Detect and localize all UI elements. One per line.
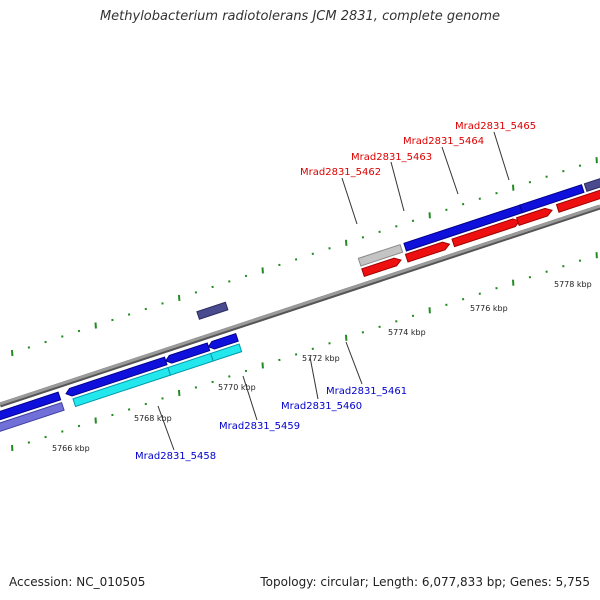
gene-red-4[interactable] bbox=[451, 217, 521, 248]
gene-reverse-3[interactable] bbox=[164, 342, 211, 365]
gene-mrad2831-5462[interactable] bbox=[361, 256, 402, 278]
ruler-label: 5776 kbp bbox=[470, 304, 508, 313]
gene-mrad2831-5464[interactable] bbox=[519, 184, 585, 214]
gene-mrad2831-5458[interactable] bbox=[0, 391, 62, 424]
gene-label-bottom[interactable]: Mrad2831_5459 bbox=[219, 421, 300, 432]
gene-mrad2831-5461[interactable] bbox=[210, 343, 243, 362]
tick-marks bbox=[11, 157, 598, 452]
gene-label-top[interactable]: Mrad2831_5464 bbox=[403, 136, 484, 147]
leader-line bbox=[390, 161, 405, 212]
ruler-label: 5772 kbp bbox=[302, 354, 340, 363]
gene-label-bottom[interactable]: Mrad2831_5460 bbox=[281, 401, 362, 412]
ruler-label: 5768 kbp bbox=[134, 414, 172, 423]
gene-red-6[interactable] bbox=[555, 178, 600, 213]
ruler-label: 5774 kbp bbox=[388, 328, 426, 337]
gene-mrad2831-5465[interactable] bbox=[515, 206, 554, 226]
leader-line bbox=[309, 356, 319, 400]
leader-line bbox=[345, 341, 363, 385]
gene-label-bottom[interactable]: Mrad2831_5461 bbox=[326, 386, 407, 397]
gene-label-top[interactable]: Mrad2831_5463 bbox=[351, 152, 432, 163]
leader-line bbox=[441, 146, 459, 195]
leader-line bbox=[341, 177, 358, 225]
gene-label-bottom[interactable]: Mrad2831_5458 bbox=[135, 451, 216, 462]
gene-reverse-4[interactable] bbox=[207, 332, 239, 351]
leader-line bbox=[493, 131, 510, 181]
gene-red-3[interactable] bbox=[404, 240, 451, 263]
leader-line bbox=[242, 375, 258, 421]
gene-label-top[interactable]: Mrad2831_5462 bbox=[300, 167, 381, 178]
genome-summary-text: Topology: circular; Length: 6,077,833 bp… bbox=[260, 575, 590, 589]
gene-upper-dark-2[interactable] bbox=[196, 301, 229, 320]
accession-text: Accession: NC_010505 bbox=[9, 575, 146, 589]
ruler-label: 5770 kbp bbox=[218, 383, 256, 392]
gene-upper-gray[interactable] bbox=[357, 243, 404, 267]
ruler-label: 5766 kbp bbox=[52, 444, 90, 453]
gene-reverse-2[interactable] bbox=[65, 356, 168, 397]
gene-upper-dark-3[interactable] bbox=[583, 168, 600, 193]
gene-track bbox=[0, 168, 600, 434]
map-title: Methylobacterium radiotolerans JCM 2831,… bbox=[99, 9, 501, 24]
chromosome-backbone bbox=[0, 204, 600, 406]
leader-line bbox=[157, 405, 175, 451]
ruler-label: 5778 kbp bbox=[554, 280, 592, 289]
gene-pale-1[interactable] bbox=[0, 401, 65, 434]
gene-label-top[interactable]: Mrad2831_5465 bbox=[455, 121, 536, 132]
